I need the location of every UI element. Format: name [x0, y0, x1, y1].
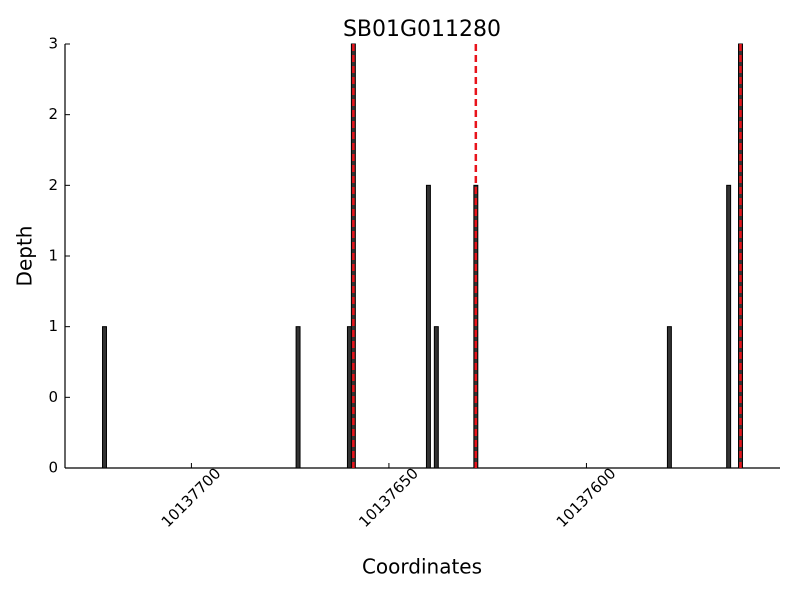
bar	[666, 326, 672, 469]
y-tick-label: 2	[48, 176, 58, 194]
y-tick-label: 1	[48, 317, 58, 335]
y-tick-label: 0	[48, 388, 58, 406]
bar	[473, 184, 479, 469]
bar	[726, 184, 732, 469]
y-tick-label: 3	[48, 35, 58, 53]
bar	[295, 326, 301, 469]
x-tick-label: 10137650	[355, 464, 422, 531]
bar	[425, 184, 431, 469]
x-tick-label: 10137600	[553, 464, 620, 531]
chart-title: SB01G011280	[343, 17, 501, 42]
y-tick-label: 2	[48, 105, 58, 123]
x-tick-label: 10137700	[158, 464, 225, 531]
y-axis-label: Depth	[13, 226, 37, 287]
y-tick-label: 0	[48, 459, 58, 477]
y-tick-label: 1	[48, 247, 58, 265]
bar	[433, 326, 439, 469]
x-axis-label: Coordinates	[362, 555, 482, 579]
bar	[102, 326, 107, 469]
bar	[346, 326, 352, 469]
